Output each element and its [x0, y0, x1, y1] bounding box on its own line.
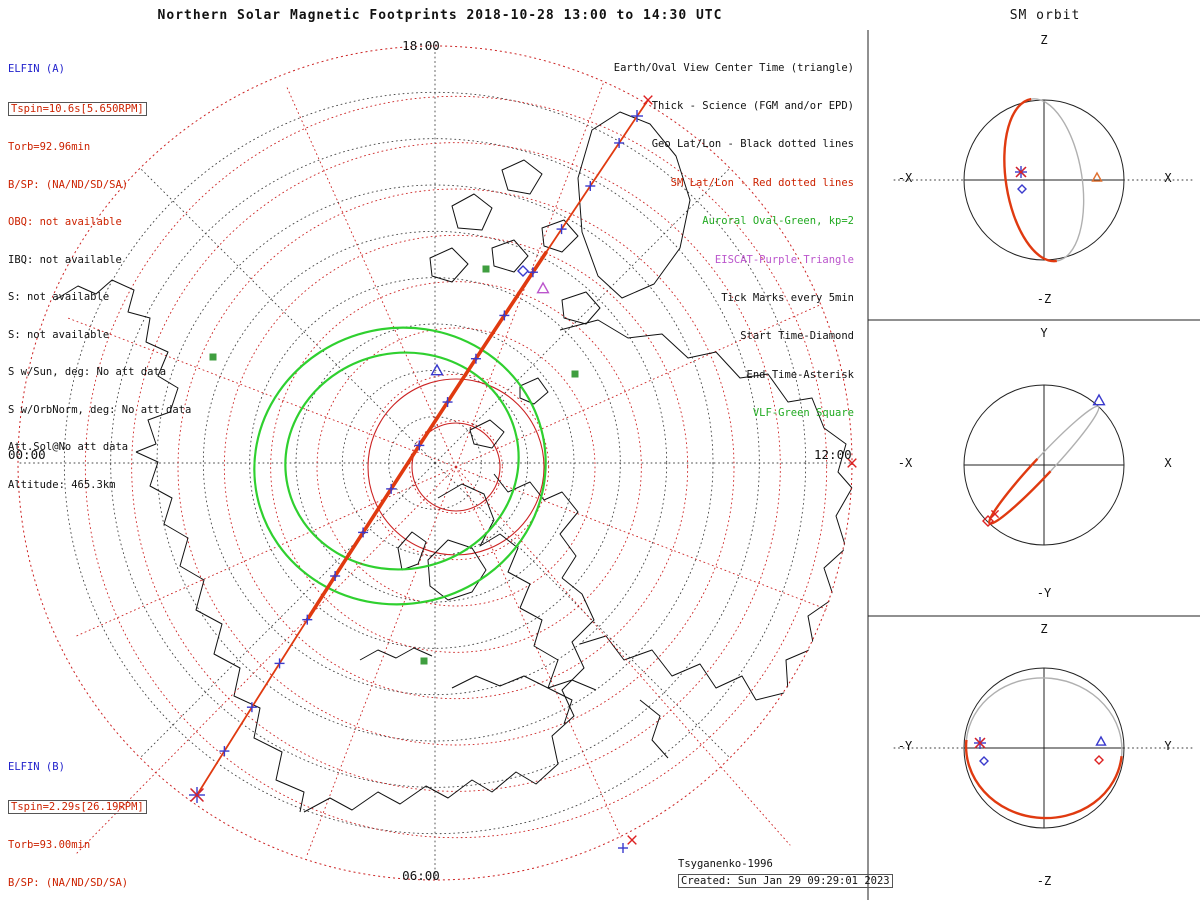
panel3-axis-right: Y [1164, 739, 1172, 753]
elfin-a-line: S w/OrbNorm, deg: No att data [8, 403, 192, 416]
diamond-marker [979, 756, 989, 766]
elfin-a-line: Tspin=10.6s[5.650RPM] [8, 101, 191, 116]
geo-grid [17, 45, 853, 881]
legend-line: Thick - Science (FGM and/or EPD) [651, 99, 854, 112]
diamond-marker [982, 515, 994, 527]
elfin-b-info-box: ELFIN (B) Tspin=2.29s[26.19RPM] Torb=93.… [8, 736, 191, 900]
orbit-front-arc [964, 739, 1123, 819]
elfin-a-line: Torb=92.96min [8, 141, 91, 153]
orbit-panel [893, 97, 1195, 263]
triangle-marker [536, 281, 550, 294]
orbit-back-arc [965, 677, 1123, 757]
elfin-a-line: IBQ: not available [8, 253, 122, 266]
panel1-axis-bottom: -Z [1036, 292, 1052, 306]
square-marker [420, 657, 428, 665]
square-marker [209, 353, 217, 361]
panel1-axis-top: Z [1040, 33, 1048, 47]
clock-label-00: 00:00 [8, 447, 46, 462]
elfin-b-line: B/SP: (NA/ND/SD/SA) [8, 876, 129, 889]
panel2-axis-left: -X [897, 456, 913, 470]
panel3-axis-left: -Y [897, 739, 913, 753]
elfin-b-line: Tspin=2.29s[26.19RPM] [8, 799, 191, 814]
legend-line: Tick Marks every 5min [721, 291, 854, 304]
orbit-panel [893, 667, 1195, 829]
x-marker [627, 835, 637, 845]
legend-line: Auroral Oval-Green, kp=2 [702, 215, 854, 228]
legend-line: Geo Lat/Lon - Black dotted lines [651, 138, 854, 151]
diamond-marker [1094, 755, 1104, 765]
model-label: Tsyganenko-1996 [678, 858, 773, 870]
elfin-a-line: S: not available [8, 328, 110, 341]
elfin-a-line: S: not available [8, 291, 110, 303]
elfin-a-name: ELFIN (A) [8, 63, 65, 75]
legend-line: End Time-Asterisk [746, 368, 854, 381]
panel2-axis-top: Y [1040, 326, 1048, 340]
triangle-marker [1092, 393, 1106, 406]
sm-grid [66, 77, 846, 857]
clock-label-06: 06:00 [402, 868, 440, 883]
clock-label-18: 18:00 [402, 38, 440, 53]
x-marker [1015, 166, 1027, 178]
square-marker [571, 370, 579, 378]
orbit-front-arc [1003, 97, 1058, 263]
vlf-squares [209, 265, 579, 665]
panel1-axis-left: -X [897, 171, 913, 185]
created-label: Created: Sun Jan 29 09:29:01 2023 [678, 874, 893, 888]
elfin-a-line: OBQ: not available [8, 216, 122, 228]
x-marker [847, 458, 857, 468]
orbit-front-arc [988, 458, 1052, 524]
elfin-a-line: S w/Sun, deg: No att data [8, 366, 167, 378]
triangle-marker [430, 363, 444, 376]
elfin-a-info-box: ELFIN (A) Tspin=10.6s[5.650RPM] Torb=92.… [8, 38, 191, 516]
panel2-axis-right: X [1164, 456, 1172, 470]
x-marker [990, 509, 1000, 519]
orbit-panel [963, 384, 1125, 546]
legend-line: EISCAT-Purple Triangle [714, 253, 854, 266]
diamond-marker [1017, 184, 1027, 194]
x-marker [643, 95, 653, 105]
elfin-b-name: ELFIN (B) [8, 761, 65, 773]
page-title: Northern Solar Magnetic Footprints 2018-… [157, 8, 723, 23]
triangle-marker [1095, 735, 1107, 746]
legend-line: Earth/Oval View Center Time (triangle) [613, 61, 854, 74]
x-marker [190, 788, 204, 802]
orbit-back-arc [1036, 406, 1099, 472]
auroral-oval [253, 326, 547, 606]
legend-line: Start Time-Diamond [740, 330, 854, 343]
science-thick-segment [195, 98, 650, 796]
panel2-axis-bottom: -Y [1036, 586, 1052, 600]
elfin-a-line: Att.Sol@No att data [8, 441, 129, 453]
elfin-a-line: Altitude: 465.3km [8, 478, 116, 491]
triangle-marker [1091, 171, 1103, 182]
panel3-axis-top: Z [1040, 622, 1048, 636]
sm-orbit-title: SM orbit [1009, 8, 1081, 23]
orbit-back-arc [1031, 98, 1085, 262]
elfin-a-line: B/SP: (NA/ND/SD/SA) [8, 178, 129, 191]
clock-label-12: 12:00 [814, 447, 852, 462]
elfin-b-line: Torb=93.00min [8, 839, 91, 851]
ground-track [189, 95, 857, 853]
panel1-axis-right: X [1164, 171, 1172, 185]
x-marker [974, 737, 986, 749]
square-marker [482, 265, 490, 273]
map-layers [17, 45, 853, 881]
legend-line: SM Lat/Lon - Red dotted lines [670, 176, 854, 189]
map-legend: Earth/Oval View Center Time (triangle) T… [614, 36, 854, 446]
panel3-axis-bottom: -Z [1036, 874, 1052, 888]
legend-line: VLF-Green Square [752, 407, 854, 420]
diamond-marker [517, 265, 529, 277]
